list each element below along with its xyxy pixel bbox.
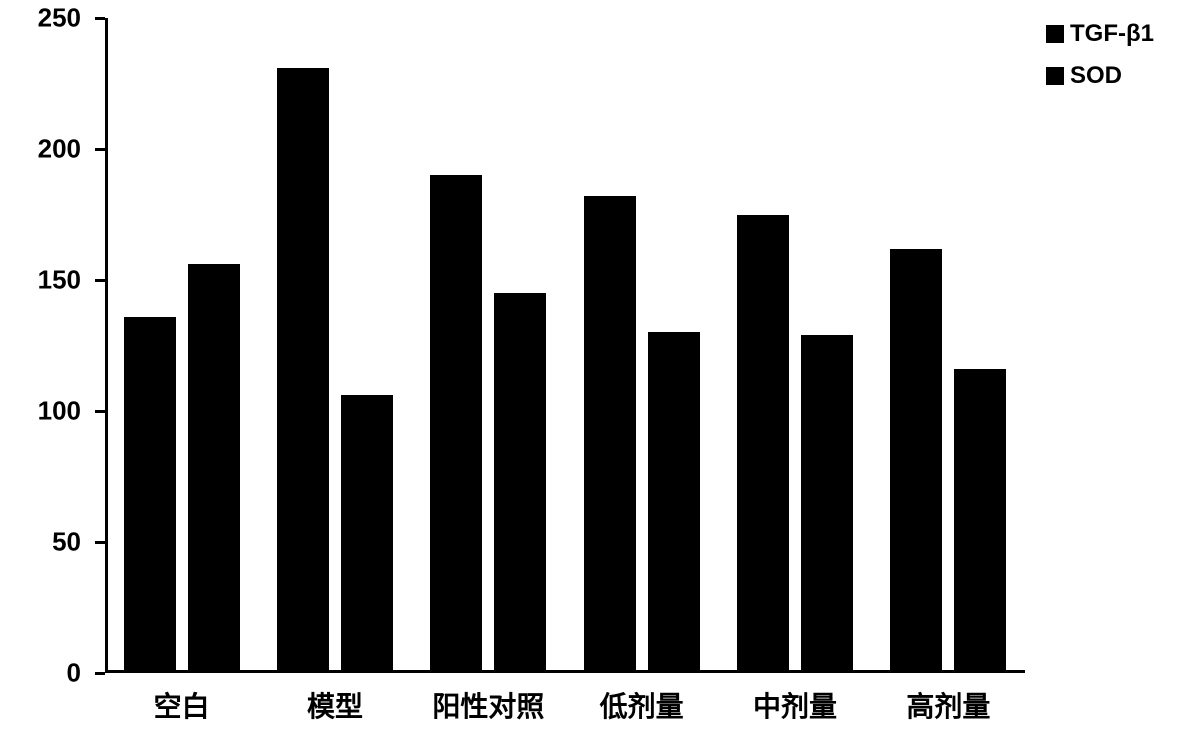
- y-tick-mark: [95, 17, 105, 20]
- bar: [494, 293, 546, 673]
- bars-layer: [105, 18, 1025, 673]
- y-tick-label: 250: [0, 3, 81, 34]
- legend-swatch: [1046, 25, 1064, 43]
- bar: [430, 175, 482, 673]
- y-tick-label: 50: [0, 527, 81, 558]
- y-tick-label: 100: [0, 396, 81, 427]
- bar: [737, 215, 789, 674]
- y-tick-mark: [95, 672, 105, 675]
- y-tick-label: 150: [0, 265, 81, 296]
- legend-label: TGF-β1: [1070, 20, 1154, 48]
- y-tick-label: 200: [0, 134, 81, 165]
- bar: [801, 335, 853, 673]
- y-tick-label: 0: [0, 658, 81, 689]
- bar: [277, 68, 329, 673]
- x-category-label: 高剂量: [906, 685, 990, 725]
- bar: [188, 264, 240, 673]
- x-category-label: 中剂量: [753, 685, 837, 725]
- x-category-label: 低剂量: [600, 685, 684, 725]
- y-tick-mark: [95, 541, 105, 544]
- y-tick-mark: [95, 148, 105, 151]
- x-category-label: 阳性对照: [432, 685, 544, 725]
- chart-container: 0 50 100 150 200 250 空白 模型 阳性对照 低剂量 中剂量 高剂量 TGF-β1…: [0, 0, 1192, 750]
- y-tick-mark: [95, 410, 105, 413]
- legend-item: TGF-β1: [1046, 20, 1154, 48]
- x-category-label: 模型: [307, 685, 363, 725]
- legend-label: SOD: [1070, 62, 1122, 90]
- legend-item: SOD: [1046, 62, 1154, 90]
- bar: [890, 249, 942, 673]
- bar: [584, 196, 636, 673]
- bar: [341, 395, 393, 673]
- x-category-label: 空白: [154, 685, 210, 725]
- bar: [954, 369, 1006, 673]
- bar: [124, 317, 176, 673]
- bar: [648, 332, 700, 673]
- legend-swatch: [1046, 67, 1064, 85]
- legend: TGF-β1 SOD: [1046, 20, 1154, 104]
- y-tick-mark: [95, 279, 105, 282]
